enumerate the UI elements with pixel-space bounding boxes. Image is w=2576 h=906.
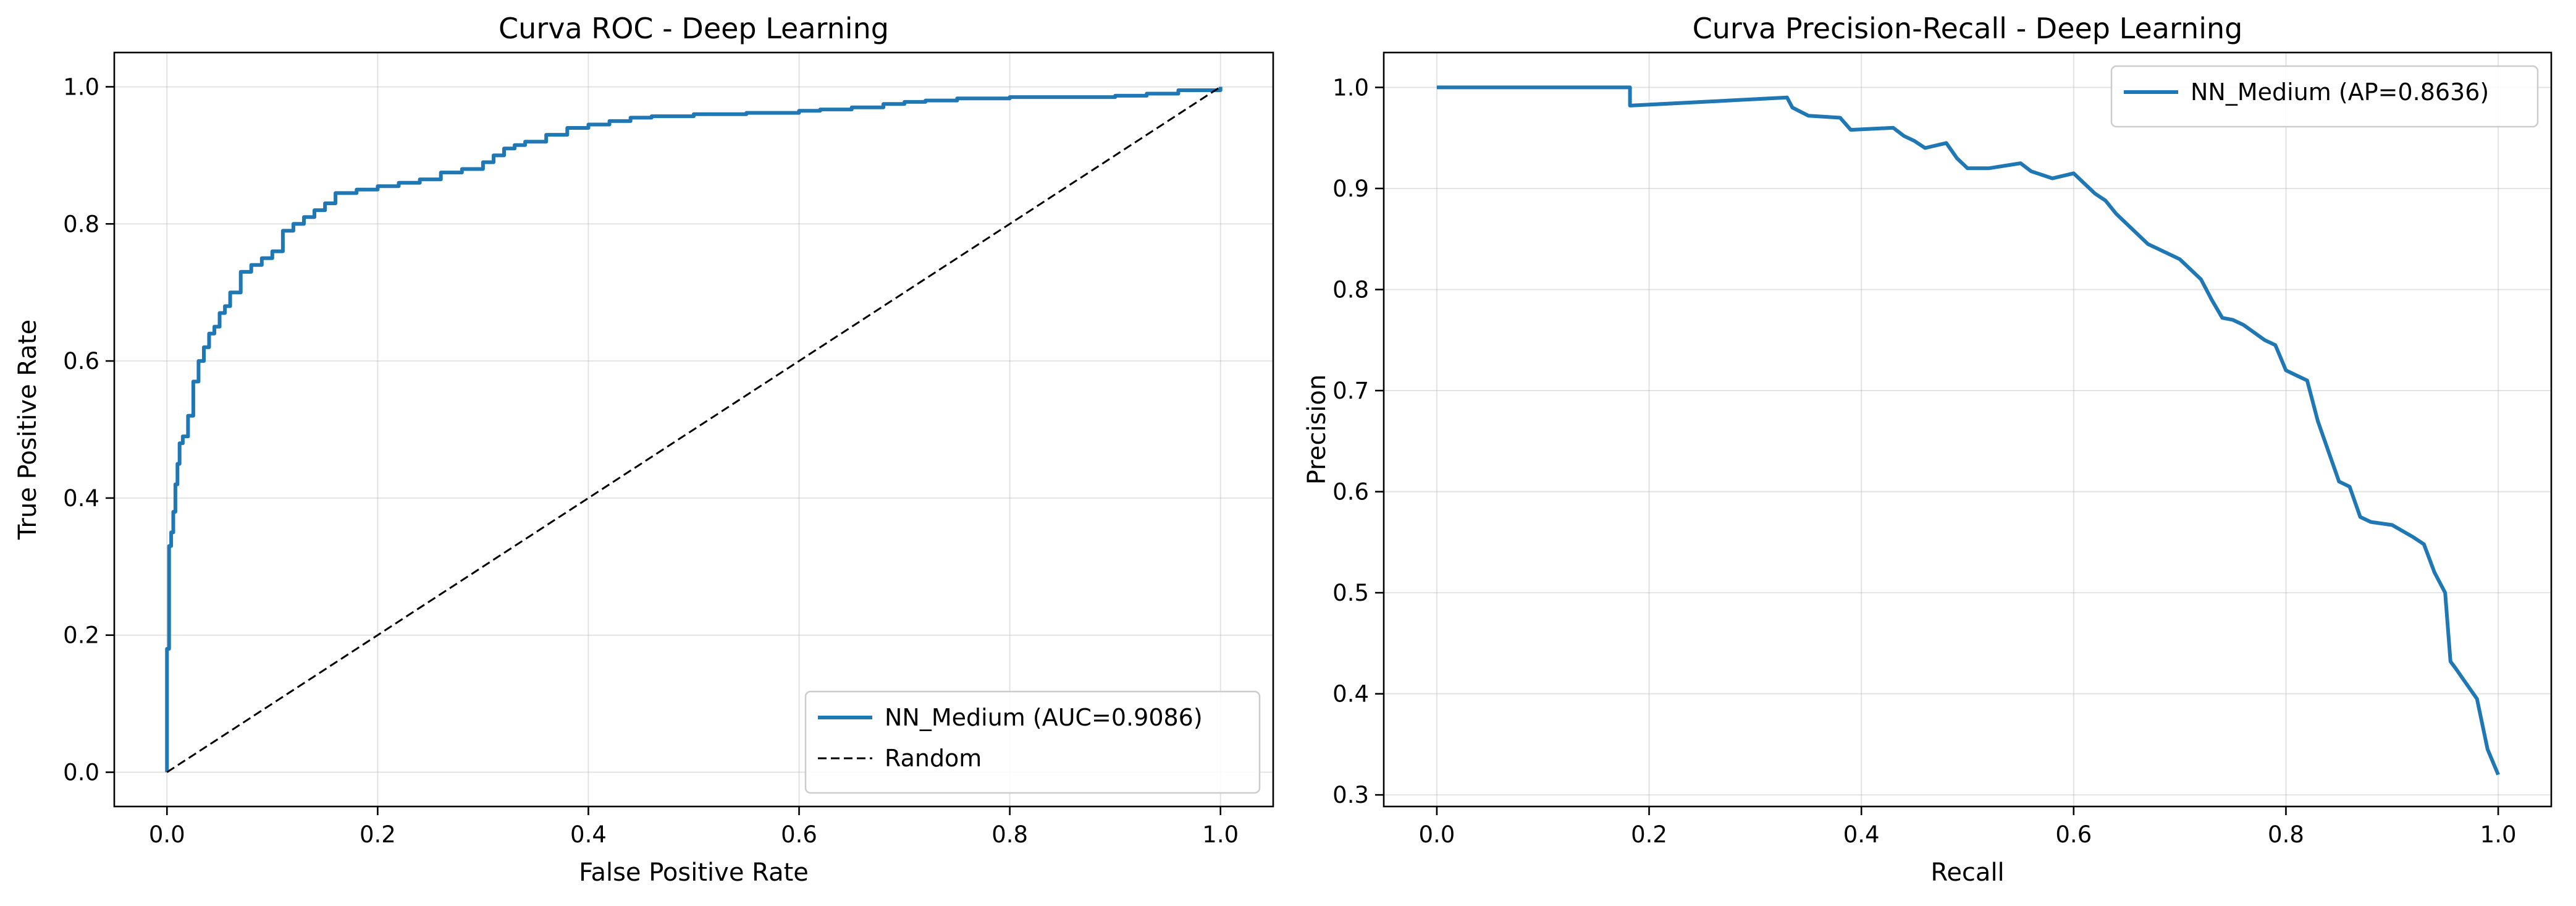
pr-y-tick-label: 0.8 [1332, 276, 1369, 303]
roc-chart: Curva ROC - Deep Learning 0.0 0.2 0.4 0.6 0.… [14, 12, 1274, 887]
roc-y-tick-label: 0.2 [63, 622, 99, 649]
pr-y-tick-label: 0.3 [1332, 782, 1369, 808]
roc-x-tick-label: 1.0 [1202, 821, 1239, 848]
pr-x-axis-label: Recall [1930, 858, 2004, 887]
pr-x-tick-label: 0.4 [1843, 821, 1880, 848]
roc-legend: NN_Medium (AUC=0.9086) Random [804, 690, 1261, 794]
roc-y-tick-label: 0.6 [63, 348, 99, 375]
pr-x-tick-label: 0.6 [2055, 821, 2092, 848]
roc-series [165, 86, 1223, 773]
pr-legend: NN_Medium (AP=0.8636) [2110, 65, 2539, 128]
pr-y-tick-label: 0.5 [1332, 580, 1369, 606]
pr-legend-box [2110, 65, 2539, 128]
roc-legend-label-2: Random [885, 745, 982, 772]
roc-series-line-1 [165, 87, 1223, 773]
roc-y-tick-label: 1.0 [63, 74, 99, 100]
roc-legend-label-1: NN_Medium (AUC=0.9086) [885, 704, 1203, 731]
pr-y-tick-label: 0.4 [1332, 681, 1369, 708]
pr-y-ticks: 0.3 0.4 0.5 0.6 0.7 0.8 0.9 1.0 [1332, 74, 1384, 808]
pr-y-tick-label: 0.9 [1332, 176, 1369, 202]
pr-chart-title: Curva Precision-Recall - Deep Learning [1693, 12, 2243, 45]
pr-series-line-1 [1436, 85, 2500, 776]
roc-series-line-2 [166, 86, 1221, 773]
pr-legend-label-1: NN_Medium (AP=0.8636) [2191, 78, 2489, 106]
pr-x-tick-label: 1.0 [2480, 821, 2517, 848]
roc-plot-frame [113, 51, 1274, 808]
pr-y-tick-label: 0.6 [1332, 479, 1369, 506]
precision-recall-chart: Curva Precision-Recall - Deep Learning 0… [1303, 12, 2553, 887]
roc-y-axis-label: True Positive Rate [14, 320, 42, 540]
pr-y-tick-label: 1.0 [1332, 74, 1369, 101]
pr-x-tick-label: 0.2 [1631, 821, 1667, 848]
pr-grid [1384, 53, 2551, 807]
roc-y-tick-label: 0.8 [63, 211, 99, 237]
roc-legend-box [804, 690, 1261, 794]
pr-x-tick-label: 0.8 [2268, 821, 2304, 848]
pr-y-tick-label: 0.7 [1332, 378, 1369, 404]
roc-x-tick-label: 0.0 [149, 821, 185, 848]
roc-chart-title: Curva ROC - Deep Learning [499, 12, 889, 45]
pr-x-tick-label: 0.0 [1418, 821, 1455, 848]
roc-x-ticks: 0.0 0.2 0.4 0.6 0.8 1.0 [149, 807, 1239, 848]
roc-grid [114, 53, 1273, 807]
roc-y-ticks: 0.0 0.2 0.4 0.6 0.8 1.0 [63, 74, 114, 786]
roc-y-tick-label: 0.4 [63, 485, 99, 512]
roc-x-tick-label: 0.8 [991, 821, 1028, 848]
pr-plot-frame [1383, 51, 2553, 808]
pr-y-axis-label: Precision [1303, 375, 1331, 485]
roc-x-tick-label: 0.2 [360, 821, 396, 848]
pr-x-ticks: 0.0 0.2 0.4 0.6 0.8 1.0 [1418, 807, 2517, 848]
roc-y-tick-label: 0.0 [63, 760, 99, 786]
pr-series [1436, 85, 2500, 776]
roc-x-axis-label: False Positive Rate [579, 858, 809, 887]
roc-x-tick-label: 0.4 [570, 821, 607, 848]
roc-x-tick-label: 0.6 [781, 821, 817, 848]
